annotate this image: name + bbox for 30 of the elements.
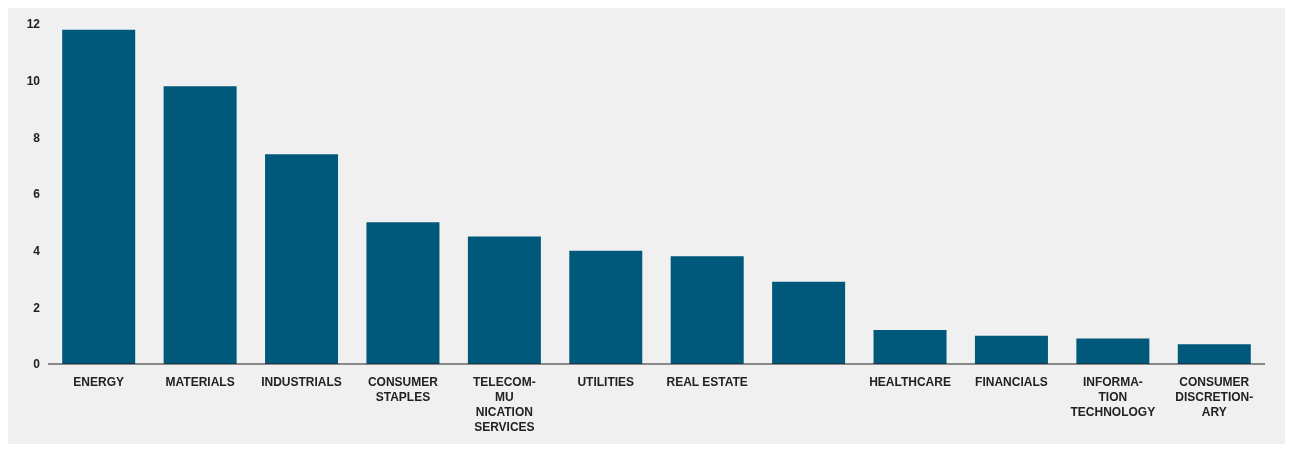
x-tick-label: HEALTHCARE xyxy=(869,375,951,389)
bar xyxy=(772,281,846,364)
x-tick-label: INFORMA- TION TECHNOLOGY xyxy=(1070,375,1156,419)
x-tick-label: CONSUMER DISCRETION- ARY xyxy=(1175,375,1254,419)
bar xyxy=(163,86,237,364)
y-tick-label: 2 xyxy=(33,300,41,315)
y-tick-label: 6 xyxy=(33,187,41,202)
bar xyxy=(62,29,136,364)
y-tick-label: 8 xyxy=(33,130,41,145)
x-tick-label: REAL ESTATE xyxy=(666,375,748,389)
y-tick-label: 10 xyxy=(26,73,41,88)
y-tick-label: 4 xyxy=(33,243,41,258)
y-tick-label: 12 xyxy=(26,17,41,32)
bar xyxy=(467,236,541,364)
x-tick-label: FINANCIALS xyxy=(975,375,1048,389)
x-tick-label: INDUSTRIALS xyxy=(261,375,342,389)
x-tick-label: CONSUMER STAPLES xyxy=(367,375,439,404)
bar xyxy=(1177,344,1251,364)
bar xyxy=(670,256,744,364)
bar xyxy=(366,222,440,364)
bar xyxy=(265,154,339,364)
x-tick-label: UTILITIES xyxy=(577,375,635,389)
bar xyxy=(1076,338,1150,364)
bar xyxy=(569,250,643,364)
bar xyxy=(974,335,1048,364)
y-tick-label: 0 xyxy=(33,357,41,372)
x-tick-label: MATERIALS xyxy=(165,375,235,389)
bar xyxy=(873,330,947,364)
x-tick-label: TELECOM- MU NICATION SERVICES xyxy=(473,375,536,434)
x-tick-label: ENERGY xyxy=(73,375,125,389)
